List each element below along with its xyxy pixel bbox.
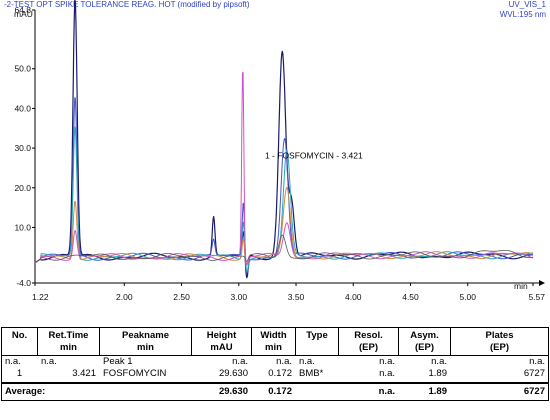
cell-asym: 1.89 (428, 368, 448, 379)
col-header-plates: Plates (EP) (450, 327, 549, 356)
table-row: 1 3.421 FOSFOMYCIN 29.630 0.172 BMB* n.a… (1, 368, 549, 383)
chromatogram-trace (34, 187, 534, 266)
chromatogram-trace (34, 97, 533, 274)
cell-type: BMB* (299, 368, 324, 379)
col-header-resol: Resol. (EP) (338, 327, 399, 356)
peak-annotation-label: 1 - FOSFOMYCIN - 3.421 (265, 151, 363, 161)
cell-height: n.a. (232, 356, 248, 367)
average-height: 29.630 (191, 382, 252, 401)
cell-plates: n.a. (450, 355, 549, 368)
chromatogram-chart: -2-TEST OPT SPIKE TOLERANCE REAG. HOT (m… (4, 0, 547, 302)
average-plates: 6727 (450, 382, 549, 401)
chart-wavelength: WVL:195 nm (500, 10, 547, 19)
cell-width: n.a. (276, 356, 292, 367)
y-tick-label: 30.0 (14, 143, 31, 153)
x-tick-label: 4.00 (345, 292, 362, 302)
x-tick-label: 5.57 (528, 292, 545, 302)
cell-no: 1 (1, 368, 38, 383)
cell-type: n.a. (299, 356, 315, 367)
average-asym: 1.89 (398, 382, 451, 401)
col-header-asym: Asym. (EP) (398, 327, 451, 356)
x-axis-label: min (514, 281, 528, 291)
cell-resol: n.a. (379, 368, 395, 379)
average-resol: n.a. (295, 382, 399, 401)
average-label: Average: (1, 382, 192, 401)
col-header-height: Height mAU (191, 327, 252, 356)
x-tick-label: 3.00 (231, 292, 248, 302)
table-average-row: Average: 29.630 0.172 n.a. 1.89 6727 (1, 382, 549, 401)
cell-asym: n.a. (431, 356, 447, 367)
table-header-row: No. Ret.Time min Peakname min Height mAU Wi… (1, 327, 549, 356)
col-header-ret-time: Ret.Time min (37, 327, 100, 356)
cell-peakname: Peak 1 (103, 356, 133, 367)
y-tick-label: 20.0 (14, 183, 31, 193)
x-tick-label: 2.50 (173, 292, 190, 302)
chromatogram-trace (34, 126, 534, 272)
cell-no: n.a. (1, 355, 38, 368)
cell-ret-time: 3.421 (72, 368, 96, 379)
x-tick-label: 4.50 (402, 292, 419, 302)
average-width: 0.172 (251, 382, 296, 401)
cell-width: 0.172 (268, 368, 292, 379)
cell-plates: 6727 (450, 368, 549, 383)
table-row: n.a. n.a. Peak 1 n.a. n.a. n.a. n.a. n.a… (1, 355, 549, 368)
chromatogram-trace (34, 234, 534, 264)
chromatogram-trace (34, 0, 534, 279)
cell-resol: n.a. (379, 356, 395, 367)
chart-detector-title: UV_VIS_1 (509, 0, 547, 9)
col-header-type: Type (295, 327, 339, 356)
cell-height: 29.630 (218, 368, 248, 379)
chart-header-text: -2-TEST OPT SPIKE TOLERANCE REAG. HOT (m… (4, 0, 250, 9)
col-header-width: Width min (251, 327, 296, 356)
col-header-peakname: Peakname min (99, 327, 192, 356)
peak-results-table: No. Ret.Time min Peakname min Height mAU Wi… (1, 327, 549, 401)
y-tick-label: -4.0 (16, 278, 31, 288)
x-axis-arrow (539, 280, 545, 286)
y-tick-label: 64.8 (14, 5, 31, 15)
col-header-no: No. (1, 327, 38, 356)
cell-ret-time: n.a. (41, 356, 57, 367)
y-tick-label: 40.0 (14, 103, 31, 113)
y-tick-label: 50.0 (14, 64, 31, 74)
x-tick-label: 3.50 (288, 292, 305, 302)
x-tick-label: 2.00 (116, 292, 133, 302)
cell-peakname: FOSFOMYCIN (103, 368, 167, 379)
x-tick-label: 5.00 (459, 292, 476, 302)
x-tick-label: 1.22 (32, 292, 49, 302)
y-axis-label: mAU (14, 9, 33, 19)
y-tick-label: 10.0 (14, 222, 31, 232)
